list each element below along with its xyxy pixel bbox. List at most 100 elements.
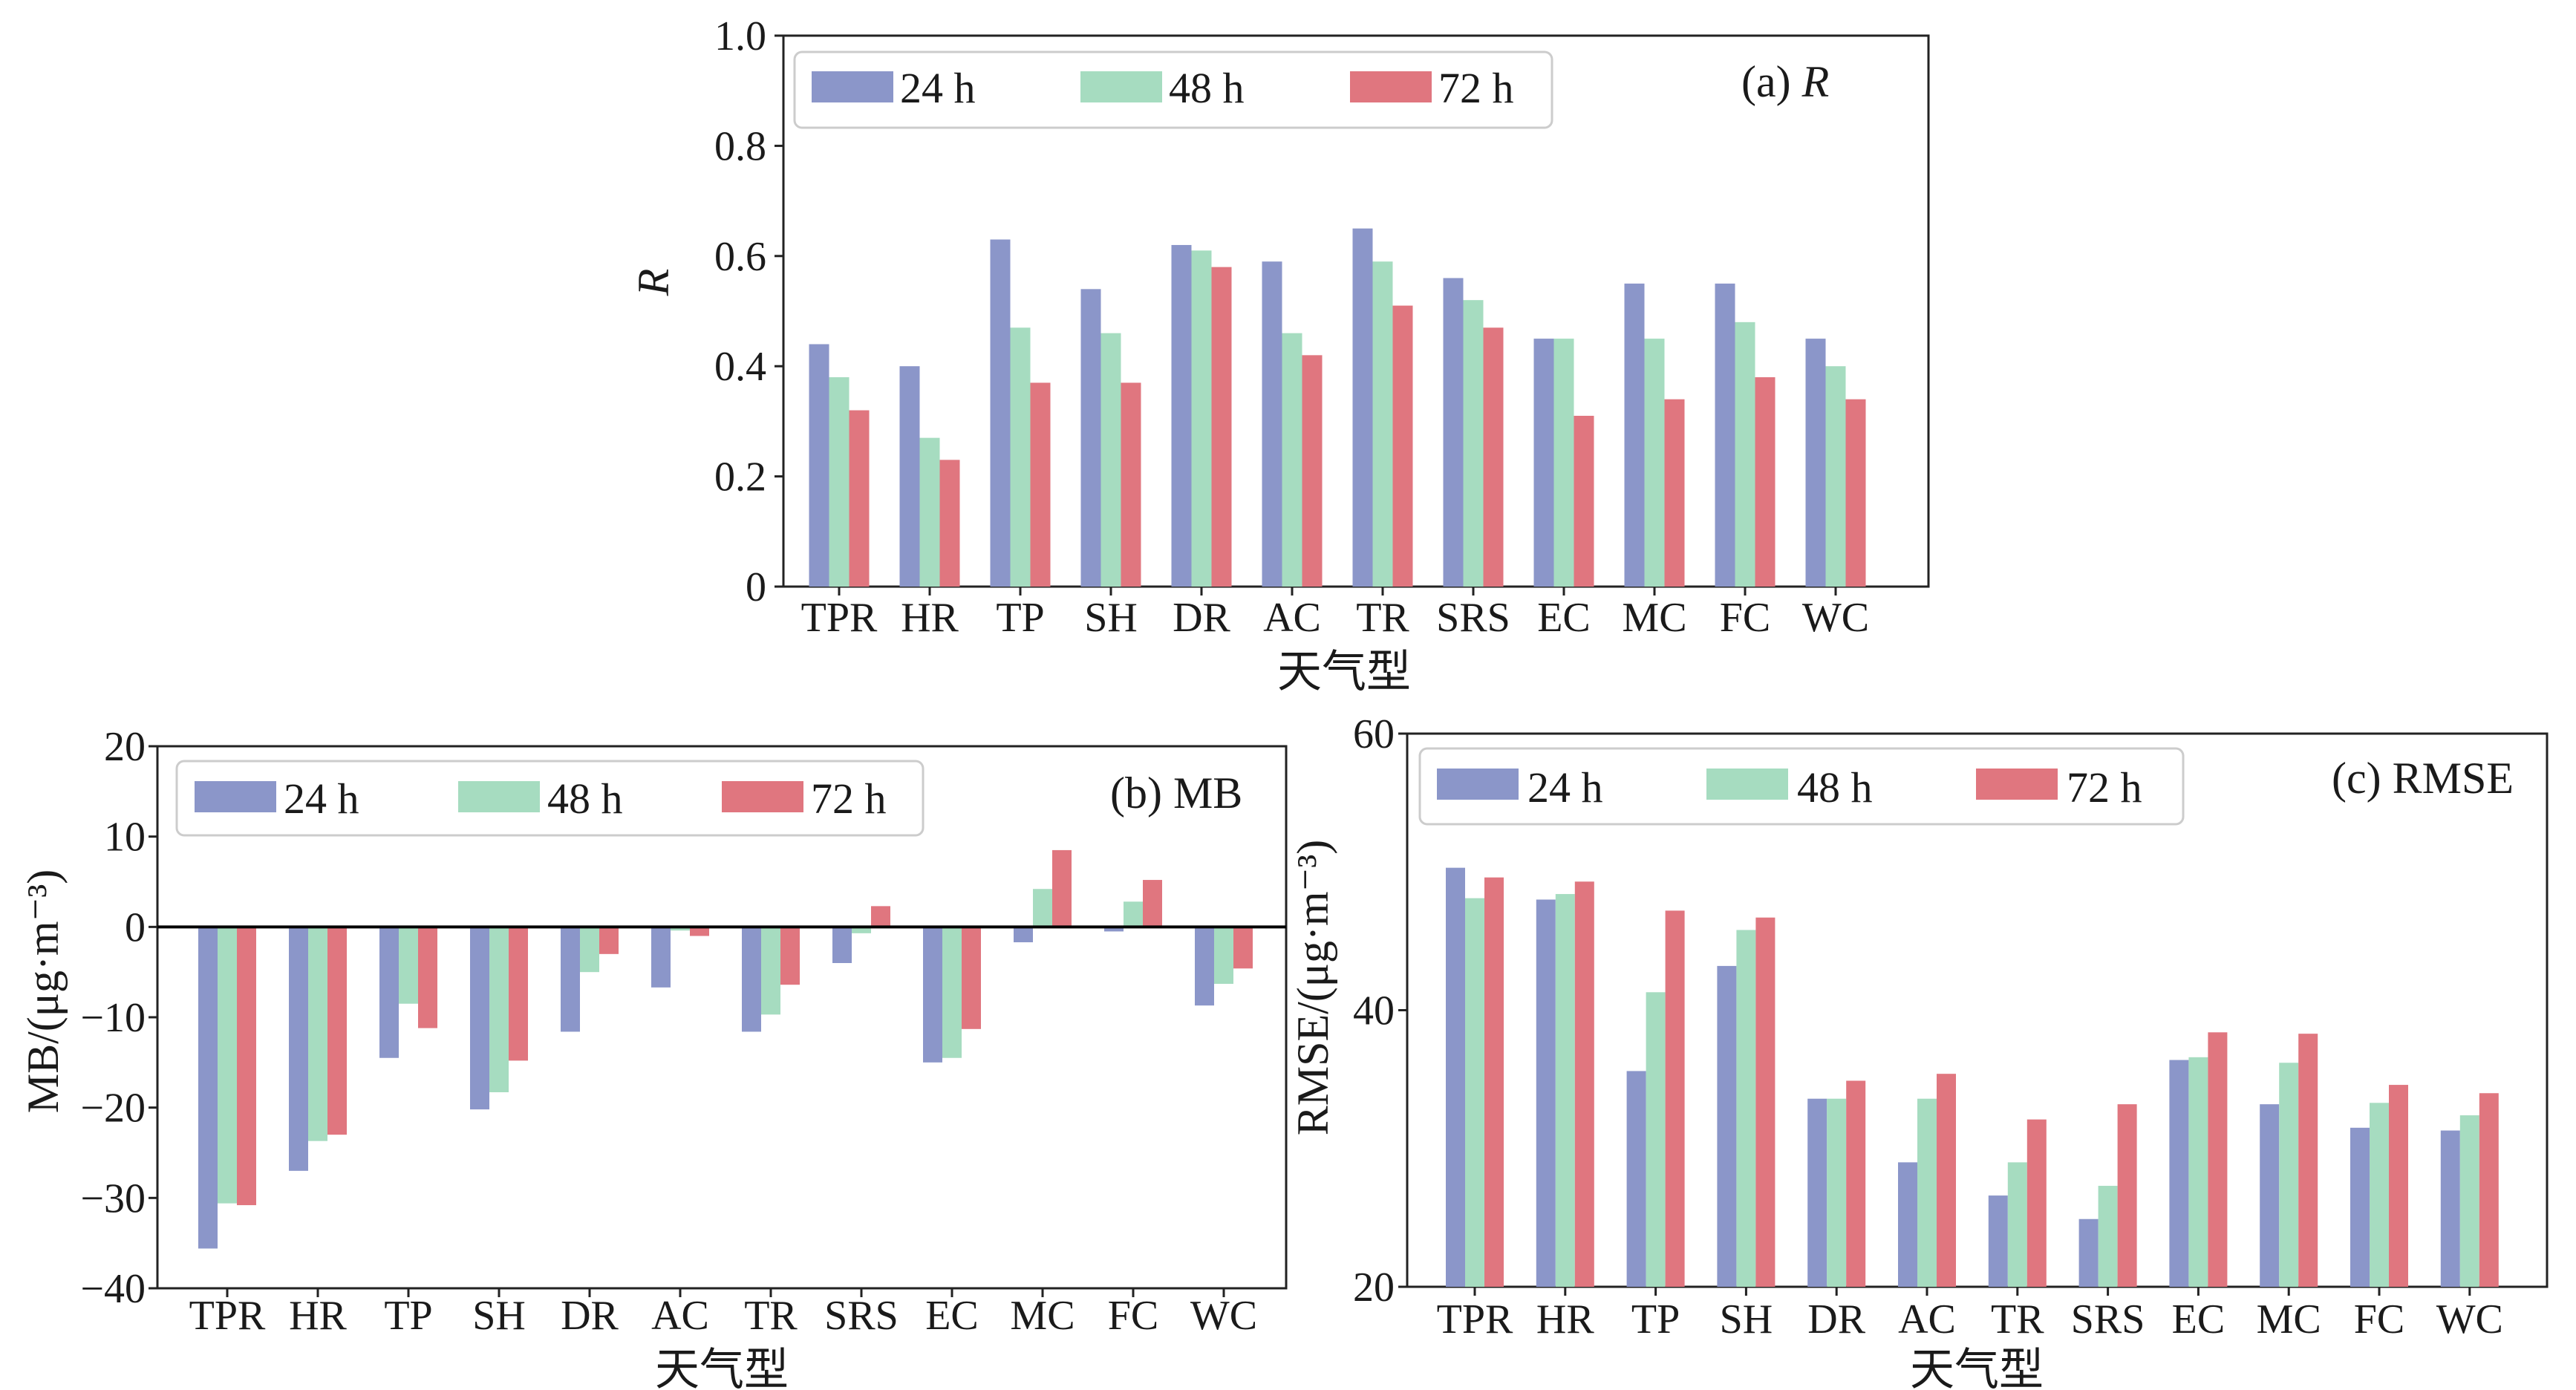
panel-c-x-tick-label-tp: TP xyxy=(1631,1296,1680,1342)
panel-c-bar-48h-wc xyxy=(2459,1115,2479,1287)
panel-a-x-axis-label: 天气型 xyxy=(1277,647,1411,696)
panel-b-y-tick-label: −40 xyxy=(80,1266,146,1312)
panel-a-bar-72h-sh xyxy=(1121,382,1141,587)
panel-a-y-ticks: 0 0.2 0.4 0.6 0.8 1.0 xyxy=(714,13,783,610)
panel-c-bar-24h-srs xyxy=(2078,1218,2099,1287)
panel-b-legend-label-72h: 72 h xyxy=(811,774,887,823)
panel-a-x-tick-label-tr: TR xyxy=(1356,595,1409,641)
panel-c-bar-24h-tp xyxy=(1626,1071,1646,1287)
panel-a-x-tick-label-hr: HR xyxy=(901,595,959,641)
panel-b-bar-24h-tp xyxy=(379,927,399,1058)
panel-a: 0 0.2 0.4 0.6 0.8 1.0 TPR HR TP SH DR AC TR SRS EC MC F… xyxy=(629,13,1930,696)
panel-a-bars xyxy=(809,228,1866,587)
panel-c-bar-24h-ec xyxy=(2169,1060,2189,1287)
panel-a-bar-48h-hr xyxy=(919,437,940,587)
panel-b-y-tick-label: −20 xyxy=(80,1086,146,1132)
panel-b-bar-48h-fc xyxy=(1124,901,1143,927)
panel-c-x-tick-label-wc: WC xyxy=(2436,1296,2503,1342)
panel-c-x-ticks: TPR HR TP SH DR AC TR SRS EC MC FC WC xyxy=(1437,1287,2503,1342)
panel-b-x-tick-label-sh: SH xyxy=(472,1293,526,1339)
panel-b-x-tick-label-fc: FC xyxy=(1108,1293,1159,1339)
panel-a-bar-72h-srs xyxy=(1483,327,1504,587)
panel-c-bar-72h-dr xyxy=(1846,1080,1866,1287)
panel-b-y-tick-label: −30 xyxy=(80,1175,146,1221)
panel-a-y-tick-label: 0 xyxy=(746,564,766,610)
panel-c-bar-48h-fc xyxy=(2370,1103,2389,1287)
panel-a-bar-48h-tpr xyxy=(829,377,850,587)
panel-b-bar-48h-wc xyxy=(1214,927,1233,984)
panel-a-legend-swatch-72h xyxy=(1350,71,1432,102)
panel-c-x-tick-label-srs: SRS xyxy=(2071,1296,2145,1342)
panel-a-x-tick-label-dr: DR xyxy=(1173,595,1230,641)
panel-b-legend-swatch-72h xyxy=(722,781,803,812)
panel-b-legend-swatch-24h xyxy=(195,781,276,812)
panel-c-bar-24h-tpr xyxy=(1446,867,1465,1287)
panel-a-bar-48h-fc xyxy=(1735,322,1755,587)
panel-b-bar-24h-tpr xyxy=(198,927,218,1249)
panel-a-bar-72h-tp xyxy=(1030,382,1051,587)
panel-a-bar-48h-srs xyxy=(1463,300,1484,587)
panel-b-bar-72h-dr xyxy=(599,927,619,954)
panel-a-bar-24h-fc xyxy=(1715,283,1735,587)
panel-a-bar-72h-hr xyxy=(939,460,960,587)
panel-b-bar-48h-ec xyxy=(942,927,962,1058)
panel-c-x-axis-label: 天气型 xyxy=(1910,1345,2044,1390)
panel-c-y-tick-label: 20 xyxy=(1353,1265,1395,1311)
panel-a-legend-swatch-48h xyxy=(1080,71,1162,102)
panel-b-legend: 24 h 48 h 72 h xyxy=(175,760,925,837)
panel-b-bar-72h-mc xyxy=(1052,849,1072,927)
panel-c-bar-24h-dr xyxy=(1807,1098,1827,1287)
panel-b-y-tick-label: 0 xyxy=(125,904,146,950)
panel-a-bar-24h-hr xyxy=(899,366,920,587)
panel-b-x-tick-label-tr: TR xyxy=(744,1293,798,1339)
panel-b: −40 −30 −20 −10 0 10 20 TPR HR TP SH DR AC TR SRS EC MC… xyxy=(19,724,1288,1390)
panel-c-x-tick-label-ec: EC xyxy=(2172,1296,2226,1342)
panel-b-x-axis-label: 天气型 xyxy=(655,1345,789,1390)
panel-a-bar-24h-mc xyxy=(1624,283,1645,587)
panel-c-bar-48h-tp xyxy=(1646,992,1666,1287)
panel-b-title: (b) MB xyxy=(1110,769,1242,818)
panel-c-bar-24h-hr xyxy=(1536,899,1556,1287)
panel-b-bar-72h-fc xyxy=(1143,880,1162,927)
panel-a-bar-72h-dr xyxy=(1211,267,1232,587)
panel-c-bar-48h-tr xyxy=(2007,1162,2027,1287)
panel-a-bar-24h-sh xyxy=(1080,289,1101,587)
panel-c-y-axis-label: RMSE/(μg·m⁻³) xyxy=(1288,840,1337,1136)
panel-b-bar-24h-dr xyxy=(561,927,580,1032)
panel-c-legend-swatch-48h xyxy=(1706,769,1788,800)
panel-b-x-tick-label-tpr: TPR xyxy=(189,1293,266,1339)
panel-a-legend-frame xyxy=(793,50,1553,129)
panel-c-bars xyxy=(1446,867,2499,1287)
panel-a-y-tick-label: 0.8 xyxy=(714,123,766,169)
panel-c-bar-24h-ac xyxy=(1898,1162,1917,1287)
panel-c-x-tick-label-dr: DR xyxy=(1807,1296,1865,1342)
panel-a-bar-48h-mc xyxy=(1644,339,1665,587)
panel-c-legend-label-48h: 48 h xyxy=(1797,763,1873,812)
panel-c-bar-48h-tpr xyxy=(1465,898,1484,1287)
panel-a-bar-48h-ac xyxy=(1282,333,1302,587)
panel-c-bar-24h-fc xyxy=(2350,1127,2370,1287)
panel-c-bar-72h-ac xyxy=(1937,1074,1956,1287)
panel-a-title-prefix: (a) xyxy=(1741,57,1802,106)
panel-b-bar-48h-tpr xyxy=(218,927,237,1204)
panel-c-bar-48h-ec xyxy=(2188,1057,2208,1287)
panel-c-bar-48h-sh xyxy=(1736,930,1756,1287)
panel-c-bar-24h-sh xyxy=(1717,965,1737,1287)
panel-a-bar-72h-ac xyxy=(1302,355,1323,587)
panel-a-y-tick-label: 0.4 xyxy=(714,344,766,390)
panel-c-x-tick-label-hr: HR xyxy=(1536,1296,1594,1342)
panel-b-x-tick-label-dr: DR xyxy=(561,1293,619,1339)
panel-b-legend-label-48h: 48 h xyxy=(547,774,623,823)
panel-c-title: (c) RMSE xyxy=(2332,754,2514,803)
panel-c-bar-72h-tr xyxy=(2026,1119,2047,1287)
panel-b-bar-72h-hr xyxy=(327,927,347,1135)
panel-b-bar-72h-srs xyxy=(871,906,890,927)
panel-a-x-tick-label-tpr: TPR xyxy=(801,595,878,641)
panel-a-bar-48h-tr xyxy=(1372,261,1393,587)
panel-b-bar-48h-tr xyxy=(761,927,780,1015)
panel-b-legend-swatch-48h xyxy=(458,781,540,812)
panel-b-x-tick-label-srs: SRS xyxy=(824,1293,899,1339)
panel-c-bar-24h-wc xyxy=(2440,1130,2460,1287)
panel-c-x-tick-label-tr: TR xyxy=(1991,1296,2044,1342)
panel-b-bar-48h-hr xyxy=(308,927,327,1141)
